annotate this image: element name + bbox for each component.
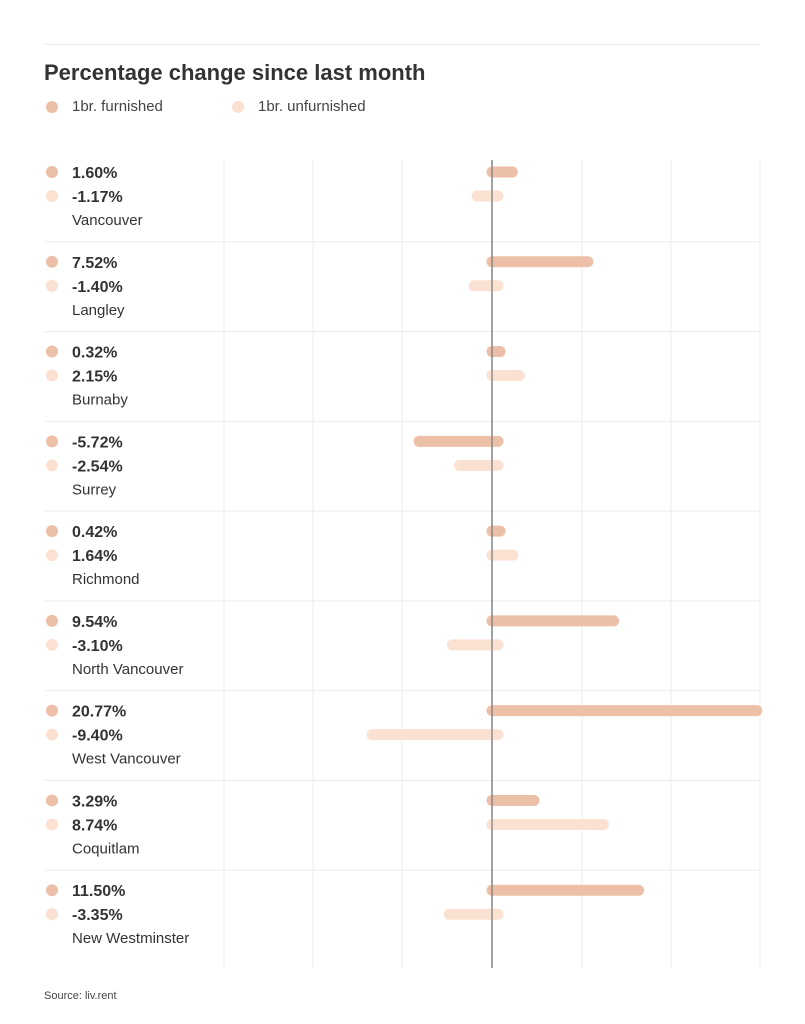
value-label-unfurnished-8: -3.35%	[72, 907, 123, 924]
value-label-furnished-8: 11.50%	[72, 883, 125, 900]
legend-item-unfurnished: 1br. unfurnished	[232, 98, 366, 115]
city-label-6: West Vancouver	[72, 751, 181, 768]
row-dot-unfurnished-4	[46, 549, 58, 562]
city-label-1: Langley	[72, 302, 125, 319]
row-dot-furnished-1	[46, 255, 58, 268]
row-dot-unfurnished-0	[46, 190, 58, 202]
city-label-8: New Westminster	[72, 930, 189, 947]
value-label-unfurnished-6: -9.40%	[72, 728, 123, 745]
value-label-unfurnished-1: -1.40%	[72, 279, 123, 296]
city-label-4: Richmond	[72, 571, 140, 588]
row-dot-furnished-6	[46, 704, 58, 717]
row-dot-furnished-4	[46, 525, 58, 538]
value-label-furnished-6: 20.77%	[72, 704, 126, 721]
row-dot-unfurnished-1	[46, 279, 58, 292]
row-dot-unfurnished-8	[46, 908, 58, 921]
value-label-unfurnished-5: -3.10%	[72, 638, 123, 655]
value-label-furnished-3: -5.72%	[72, 434, 123, 451]
row-dot-furnished-5	[46, 614, 58, 627]
row-dot-furnished-3	[46, 435, 58, 448]
value-label-unfurnished-4: 1.64%	[72, 548, 117, 565]
value-label-furnished-2: 0.32%	[72, 345, 117, 362]
row-dot-unfurnished-2	[46, 369, 58, 382]
legend-label-unfurnished: 1br. unfurnished	[258, 98, 366, 115]
row-dot-unfurnished-6	[46, 728, 58, 741]
value-label-furnished-4: 0.42%	[72, 524, 117, 541]
value-label-furnished-1: 7.52%	[72, 255, 117, 272]
legend-dot-unfurnished	[232, 100, 244, 113]
row-dot-furnished-2	[46, 345, 58, 358]
row-dot-furnished-8	[46, 884, 58, 897]
city-label-2: Burnaby	[72, 392, 128, 409]
chart-title: Percentage change since last month	[44, 60, 426, 85]
row-dot-furnished-7	[46, 794, 58, 807]
value-label-furnished-7: 3.29%	[72, 793, 117, 810]
source-note: Source: liv.rent	[44, 990, 117, 1002]
row-dot-unfurnished-7	[46, 818, 58, 831]
value-label-furnished-5: 9.54%	[72, 614, 117, 631]
row-dot-unfurnished-5	[46, 638, 58, 651]
value-label-unfurnished-3: -2.54%	[72, 458, 123, 475]
value-label-unfurnished-7: 8.74%	[72, 817, 117, 834]
city-label-0: Vancouver	[72, 212, 143, 229]
city-label-5: North Vancouver	[72, 661, 183, 678]
row-dot-furnished-0	[46, 166, 58, 178]
legend-item-furnished: 1br. furnished	[46, 98, 163, 115]
city-label-7: Coquitlam	[72, 840, 140, 857]
city-label-3: Surrey	[72, 481, 117, 498]
legend-label-furnished: 1br. furnished	[72, 98, 163, 115]
row-dot-unfurnished-3	[46, 459, 58, 472]
value-label-unfurnished-2: 2.15%	[72, 369, 117, 386]
legend-dot-furnished	[46, 100, 58, 113]
value-label-furnished-0: 1.60%	[72, 165, 117, 182]
value-label-unfurnished-0: -1.17%	[72, 189, 123, 206]
top-divider	[44, 44, 760, 45]
